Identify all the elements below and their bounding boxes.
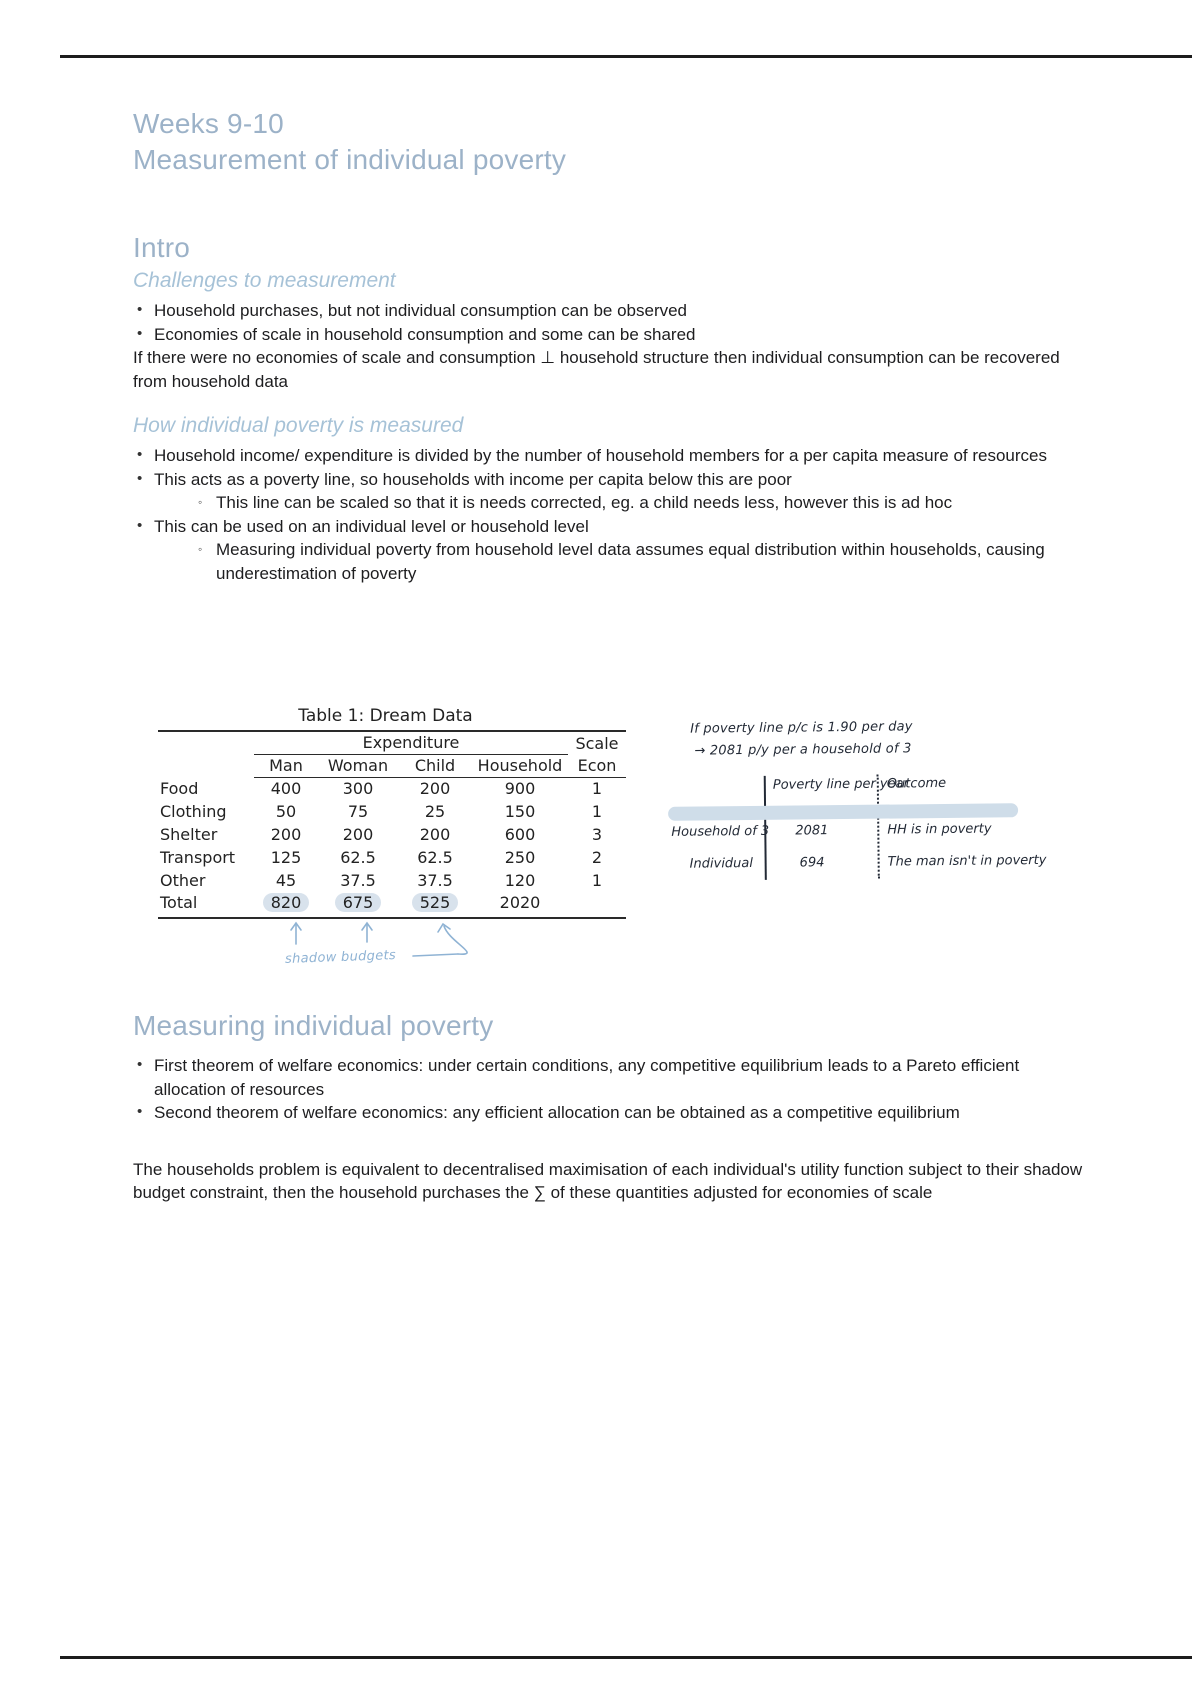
table-row: Clothing 50 75 25 150 1 (160, 802, 603, 821)
intro-heading: Intro (133, 232, 191, 263)
sub-list: ◦ This line can be scaled so that it is n… (196, 491, 1083, 515)
list-item: • This can be used on an individual level… (133, 515, 1083, 586)
table-group-header-row: Expenditure Scale (158, 730, 626, 755)
list-item-text: This line can be scaled so that it is ne… (216, 493, 953, 512)
bullet-icon: • (137, 301, 143, 318)
bullet-icon: • (137, 516, 143, 534)
sub-list-item: ◦ Measuring individual poverty from house… (196, 538, 1083, 585)
list-item-text: This can be used on an individual level … (154, 516, 589, 536)
col-header-econ: Econ (568, 754, 626, 778)
table-area: Table 1: Dream Data Expenditure Scale Ma… (133, 700, 1133, 1000)
list-item-text: Household income/ expenditure is divided… (154, 446, 1047, 465)
list-item-text: This acts as a poverty line, so househol… (154, 469, 792, 489)
list-item: • Economies of scale in household consump… (133, 323, 1083, 347)
hand-arrows-icon (290, 921, 468, 957)
list-item-text: First theorem of welfare economics: unde… (154, 1056, 1020, 1099)
table-row: Shelter 200 200 200 600 3 (160, 825, 603, 844)
hand-table-highlight-bar (668, 803, 1019, 821)
table-row: Food 400 300 200 900 1 (160, 779, 603, 799)
col-header-child: Child (398, 754, 472, 778)
hand-note-line1: If poverty line p/c is 1.90 per day (690, 719, 913, 737)
hand-row-outcome: HH is in poverty (887, 821, 992, 838)
how-measured-list: • Household income/ expenditure is divide… (133, 444, 1083, 585)
measuring-list: • First theorem of welfare economics: und… (133, 1054, 1083, 1125)
circle-bullet-icon: ◦ (198, 542, 203, 556)
challenges-paragraph: If there were no economies of scale and … (133, 348, 1060, 391)
hand-row-value: 2081 (795, 823, 829, 839)
table-total-row: Total 820 675 525 2020 (158, 892, 626, 919)
list-item: • Household income/ expenditure is divide… (133, 444, 1083, 468)
scale-header: Scale (568, 730, 626, 754)
table-header-row: Man Woman Child Household Econ (158, 754, 626, 778)
bullet-icon: • (137, 446, 143, 463)
expenditure-group-header: Expenditure (254, 730, 568, 755)
intro-section: Intro (133, 230, 1083, 266)
list-item: • This acts as a poverty line, so househo… (133, 468, 1083, 515)
list-item-text: Economies of scale in household consumpt… (154, 324, 696, 344)
circle-bullet-icon: ◦ (198, 495, 203, 509)
highlighted-total-woman: 675 (334, 893, 382, 912)
list-item: • Household purchases, but not individual… (133, 299, 1083, 323)
highlighted-total-child: 525 (411, 893, 459, 912)
handwritten-notes: If poverty line p/c is 1.90 per day → 20… (632, 718, 1064, 885)
table-caption: Table 1: Dream Data (298, 706, 473, 726)
list-item: • Second theorem of welfare economics: an… (133, 1101, 1083, 1125)
list-item-text: Household purchases, but not individual … (154, 301, 688, 320)
hand-note-line2: → 2081 p/y per a household of 3 (694, 741, 912, 759)
col-header-household: Household (472, 754, 568, 778)
total-household: 2020 (472, 892, 568, 919)
measuring-paragraph: The households problem is equivalent to … (133, 1159, 1083, 1203)
table-row: Other 45 37.5 37.5 120 1 (160, 871, 603, 890)
page-title-line2: Measurement of individual poverty (133, 144, 567, 175)
title-block: Weeks 9-10 Measurement of individual pov… (133, 106, 1083, 178)
hand-row-label: Household of 3 (671, 823, 770, 840)
bullet-icon: • (137, 1056, 143, 1073)
col-header-woman: Woman (318, 754, 398, 778)
measuring-heading: Measuring individual poverty (133, 1010, 494, 1041)
highlighted-total-man: 820 (262, 893, 310, 912)
challenges-section: Challenges to measurement • Household pur… (133, 268, 1083, 393)
sub-list: ◦ Measuring individual poverty from house… (196, 538, 1083, 585)
how-measured-section: How individual poverty is measured • Hous… (133, 413, 1083, 585)
bullet-icon: • (137, 324, 143, 342)
hand-row-outcome: The man isn't in poverty (887, 852, 1047, 870)
bullet-icon: • (137, 1103, 143, 1120)
page-bottom-rule (60, 1656, 1192, 1659)
page-title-line1: Weeks 9-10 (133, 108, 284, 139)
hand-row-value: 694 (799, 855, 825, 871)
page-top-rule (60, 55, 1192, 58)
sub-list-item: ◦ This line can be scaled so that it is n… (196, 491, 1083, 515)
bullet-icon: • (137, 469, 143, 487)
list-item-text: Measuring individual poverty from househ… (216, 540, 1045, 583)
challenges-subheading: Challenges to measurement (133, 269, 396, 292)
col-header-man: Man (254, 754, 318, 778)
how-measured-subheading: How individual poverty is measured (133, 414, 464, 437)
handwritten-table: Poverty line per year Outcome Household … (633, 773, 1064, 885)
hand-row-label: Individual (689, 855, 754, 872)
table-row: Transport 125 62.5 62.5 250 2 (160, 848, 603, 867)
challenges-list: • Household purchases, but not individual… (133, 299, 1083, 346)
list-item-text: Second theorem of welfare economics: any… (154, 1103, 960, 1122)
measuring-section: Measuring individual poverty • First theo… (133, 1008, 1083, 1205)
hand-col-header-outcome: Outcome (886, 775, 947, 792)
dream-data-table: Expenditure Scale Man Woman Child Househ… (158, 730, 626, 919)
list-item: • First theorem of welfare economics: und… (133, 1054, 1083, 1101)
